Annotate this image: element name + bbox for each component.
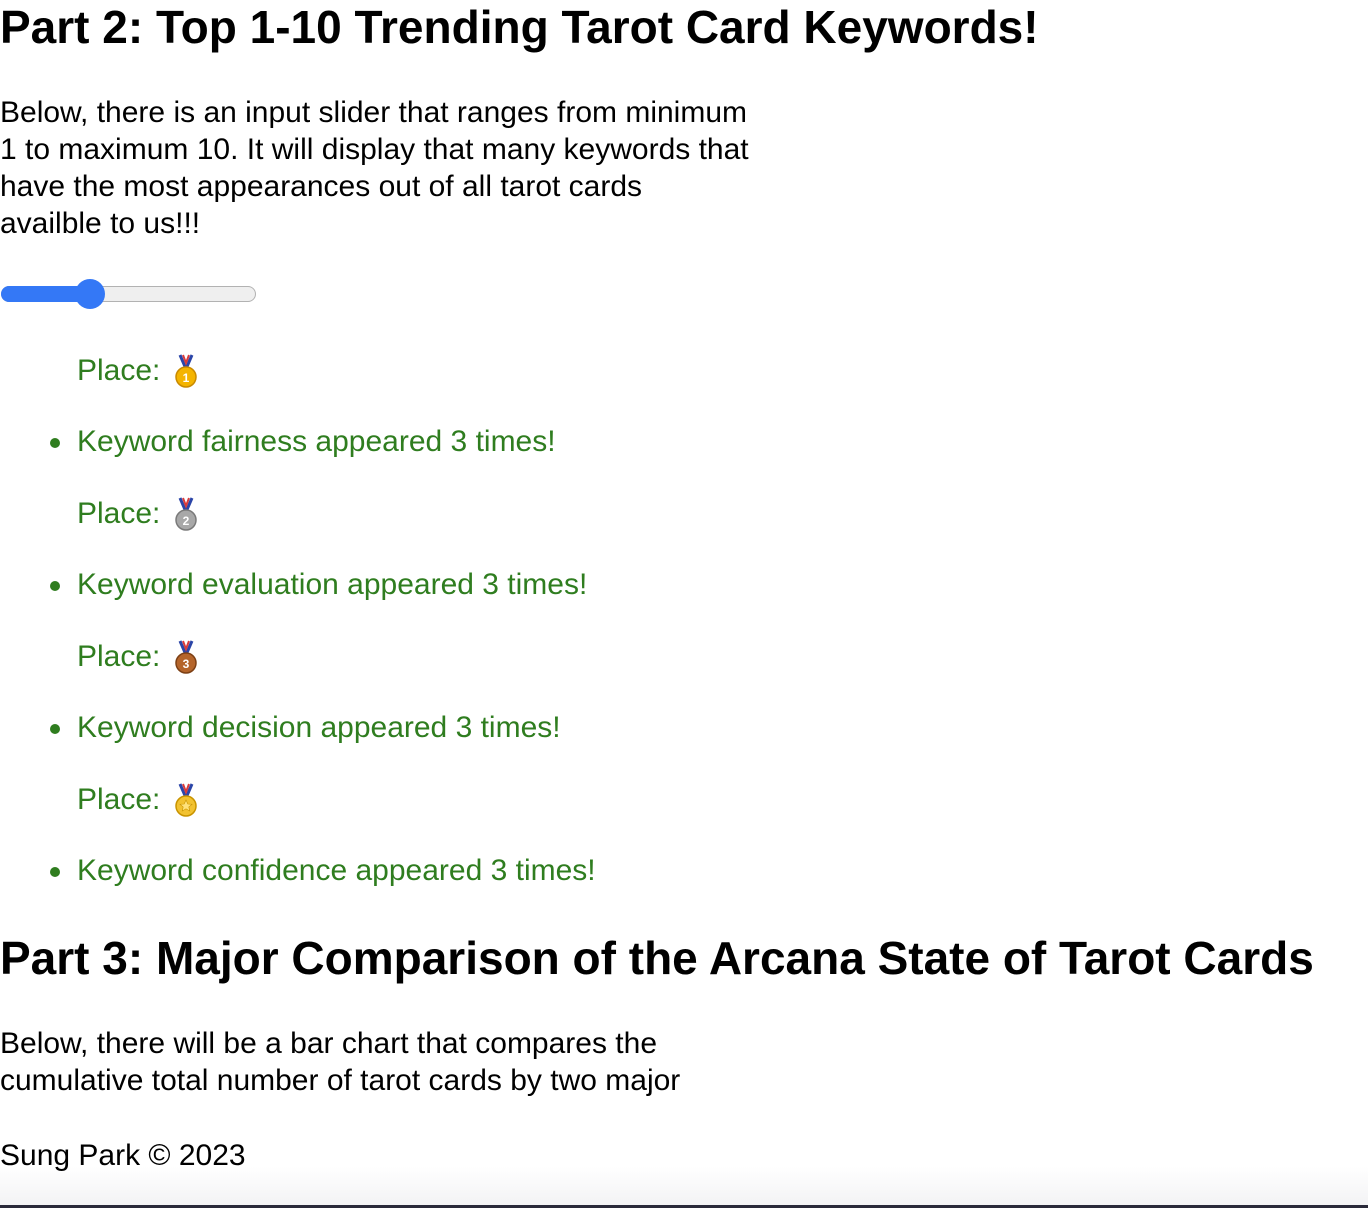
part2-desc-line-1: Below, there is an input slider that ran… <box>0 96 747 129</box>
list-bullet <box>50 724 60 734</box>
place-label: Place: <box>77 783 161 816</box>
sports-medal-icon <box>175 783 198 817</box>
list-bullet <box>50 867 60 877</box>
place-row-2: Place: 2 <box>77 496 198 532</box>
part2-desc-line-3: have the most appearances out of all tar… <box>0 170 643 203</box>
place-row-3: Place: 3 <box>77 639 198 675</box>
gold-first-place-medal-icon: 1 <box>175 354 198 388</box>
page-footer: Sung Park © 2023 <box>0 1104 1368 1208</box>
window-bottom-edge <box>0 1205 1368 1208</box>
slider-thumb[interactable] <box>75 279 106 309</box>
part3-desc-line-1: Below, there will be a bar chart that co… <box>0 1027 658 1060</box>
footer-copyright: Sung Park © 2023 <box>0 1139 246 1172</box>
part2-desc-line-2: 1 to maximum 10. It will display that ma… <box>0 133 749 166</box>
keyword-entry-4: Keyword confidence appeared 3 times! <box>77 854 596 887</box>
place-label: Place: <box>77 497 161 530</box>
bronze-third-place-medal-icon: 3 <box>175 640 198 674</box>
svg-text:3: 3 <box>183 657 190 671</box>
part2-desc-line-4: availble to us!!! <box>0 207 201 240</box>
silver-second-place-medal-icon: 2 <box>175 497 198 531</box>
place-label: Place: <box>77 354 161 387</box>
part3-heading: Part 3: Major Comparison of the Arcana S… <box>0 932 1314 984</box>
svg-text:1: 1 <box>183 371 190 385</box>
place-row-4: Place: <box>77 782 198 818</box>
part2-heading: Part 2: Top 1-10 Trending Tarot Card Key… <box>0 1 1039 53</box>
keyword-count-slider[interactable] <box>0 279 258 309</box>
page-viewport: Part 2: Top 1-10 Trending Tarot Card Key… <box>0 1 1314 1097</box>
keyword-entry-2: Keyword evaluation appeared 3 times! <box>77 568 588 601</box>
part3-desc-line-2: cumulative total number of tarot cards b… <box>0 1064 681 1097</box>
svg-text:2: 2 <box>183 514 190 528</box>
place-label: Place: <box>77 640 161 673</box>
list-bullet <box>50 438 60 448</box>
list-bullet <box>50 581 60 591</box>
keyword-entry-1: Keyword fairness appeared 3 times! <box>77 425 556 458</box>
place-row-1: Place: 1 <box>77 353 198 389</box>
slider-fill <box>1 286 92 302</box>
keyword-entry-3: Keyword decision appeared 3 times! <box>77 711 561 744</box>
